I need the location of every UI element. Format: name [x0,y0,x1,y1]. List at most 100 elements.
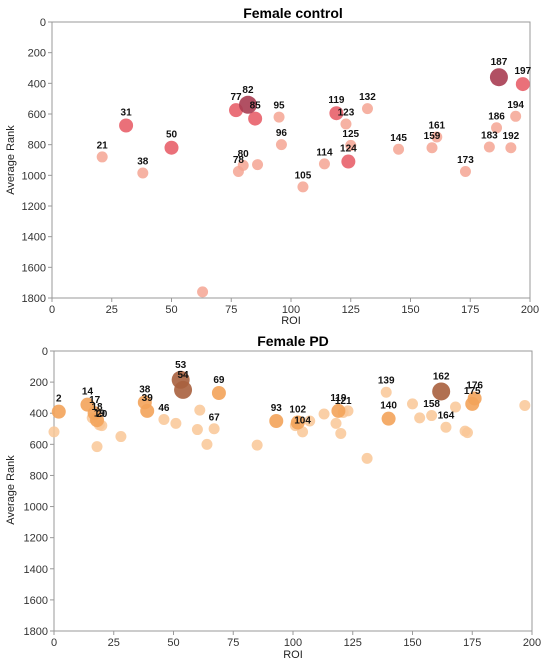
point-label: 187 [491,57,508,68]
scatter-point [361,452,373,464]
scatter-point [510,110,522,122]
point-label: 176 [466,380,483,391]
point-label: 158 [423,399,440,410]
point-label: 39 [142,393,154,404]
chart-title: Female control [243,5,343,21]
scatter-point [361,103,373,115]
scatter-point [483,141,495,153]
axis-ticks: 0 25 50 75 100 125 150 175 200 0 200 400 600 800 1000 1… [24,346,542,649]
point-label: 80 [238,149,250,160]
plot-frame [53,350,533,632]
x-tick-label: 150 [403,637,421,649]
scatter-point [431,131,443,143]
scatter-point [137,167,149,179]
x-tick-label: 175 [463,637,481,649]
point-label: 159 [424,131,441,142]
y-tick-label: 400 [30,408,48,420]
scatter-point [91,441,103,453]
scatter-point [273,111,285,123]
scatter-point [381,411,396,426]
point-label: 124 [340,144,357,155]
scatter-point [251,439,263,451]
point-label: 161 [428,121,445,132]
point-label: 46 [158,403,170,414]
point-label: 20 [96,409,108,420]
y-tick-label: 0 [42,346,48,358]
point-label: 119 [328,95,345,106]
point-label: 14 [82,387,94,398]
y-tick-label: 600 [30,439,48,451]
scatter-point [318,158,330,170]
y-tick-label: 1000 [22,170,46,182]
y-axis-label: Average Rank [5,125,17,195]
scatter-point [345,139,357,151]
y-tick-label: 400 [28,78,46,90]
scatter-point [450,401,462,413]
point-label: 85 [250,101,262,112]
y-tick-label: 800 [28,140,46,152]
scatter-point [414,412,426,424]
scatter-point [164,140,179,155]
scatter-points [96,68,530,298]
scatter-point [459,166,471,177]
point-label: 31 [121,108,133,119]
scatter-point [290,415,305,430]
y-tick-label: 1200 [24,533,48,545]
female-pd-chart: Female PD 0 25 50 75 100 125 150 175 200 0 200 400 6… [5,333,541,661]
point-label: 93 [271,403,283,414]
chart-title: Female PD [257,333,329,349]
scatter-point [519,399,531,411]
point-label: 38 [139,384,151,395]
x-tick-label: 50 [167,637,179,649]
point-label: 17 [89,395,101,406]
point-label: 21 [97,140,109,151]
scatter-point [304,415,316,427]
x-tick-label: 125 [344,637,362,649]
scatter-point [461,427,473,439]
y-tick-label: 0 [40,17,46,29]
point-label: 125 [342,129,359,140]
x-tick-label: 25 [108,637,120,649]
scatter-point [489,68,508,87]
scatter-point [90,413,105,428]
y-tick-label: 1800 [24,626,48,638]
point-label: 197 [514,66,531,77]
scatter-point [211,386,226,400]
x-tick-label: 100 [282,304,300,316]
x-tick-label: 0 [49,304,55,316]
scatter-point [237,159,249,171]
scatter-points [48,370,531,464]
x-tick-label: 75 [227,637,239,649]
scatter-point [208,423,220,435]
point-label: 123 [338,107,355,118]
scatter-point [380,386,392,398]
x-tick-label: 200 [523,637,541,649]
scatter-point [297,181,309,193]
y-tick-label: 1800 [22,293,46,305]
scatter-point [51,404,66,419]
scatter-point [426,142,438,154]
point-label: 69 [213,375,225,386]
point-label: 19 [94,408,106,419]
point-label: 54 [177,370,189,381]
point-label: 114 [316,147,333,158]
scatter-point [115,431,127,443]
point-label: 192 [503,131,520,142]
point-label: 183 [481,130,498,141]
scatter-point [318,408,330,420]
y-tick-label: 1600 [22,262,46,274]
point-label: 53 [175,360,187,371]
y-axis-label: Average Rank [5,455,17,525]
point-label: 186 [488,111,505,122]
x-tick-label: 25 [106,304,118,316]
scatter-point [252,159,264,171]
point-label: 77 [230,92,242,103]
y-tick-label: 1400 [24,564,48,576]
x-axis-label: ROI [283,649,303,661]
scatter-point [393,143,405,155]
scatter-point [248,111,263,126]
scatter-point [330,417,342,429]
scatter-point [426,410,438,422]
y-tick-label: 1400 [22,232,46,244]
